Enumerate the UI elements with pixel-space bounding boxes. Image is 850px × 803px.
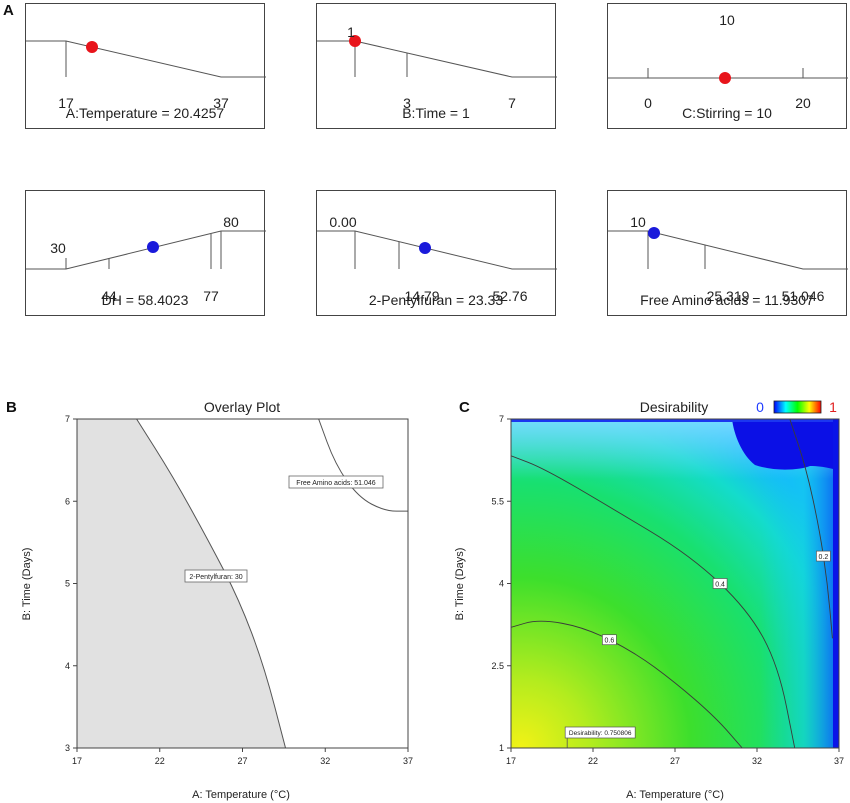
panel-label-c: C <box>459 399 470 416</box>
tick-51-046: 51.046 <box>782 288 825 304</box>
ramp-temperature-graphic: 17 37 <box>26 40 266 111</box>
contour-label-box <box>602 634 617 646</box>
tick-80: 80 <box>223 214 239 230</box>
ramp-time-graphic: 1 3 7 <box>317 24 557 111</box>
ramp-stirring-graphic: 10 0 20 <box>608 12 848 111</box>
desirability-xlabel: A: Temperature (°C) <box>626 789 724 801</box>
overlay-ytick-label: 4 <box>65 661 70 671</box>
colorbar <box>773 400 822 414</box>
overlay-ytick-label: 6 <box>65 496 70 506</box>
ramp-time-point <box>349 35 361 47</box>
boundary-free-amino-acids <box>318 419 408 512</box>
ramp-free-amino-acids-title: Free Amino acids = 11.9307 <box>640 292 814 308</box>
optimum-label-box <box>564 726 636 739</box>
contour-label-box <box>712 578 728 589</box>
tick-77: 77 <box>203 288 219 304</box>
ramp-2-pentylfuran: 0.00 14.79 52.76 2-Pentylfuran = 23.33 <box>316 190 557 316</box>
tick-1: 1 <box>347 24 355 40</box>
overlay-shaded-region <box>77 419 286 748</box>
desirability-xtick-label: 27 <box>670 756 680 766</box>
overlay-ytick-label: 5 <box>65 579 70 589</box>
tick-20: 20 <box>795 95 811 111</box>
desirability-heatmap <box>511 419 839 748</box>
overlay-ytick-label: 3 <box>65 743 70 753</box>
annotation-free-amino-acids: Free Amino acids: 51.046 <box>288 475 384 489</box>
optimum-label: Desirability: 0.750806 <box>569 730 632 737</box>
desirability-ytick-label: 4 <box>499 579 504 589</box>
tick-3: 3 <box>403 95 411 111</box>
ramp-free-amino-acids: 10 25.319 51.046 Free Amino acids = 11.9… <box>607 190 848 316</box>
contour-label-box <box>816 550 831 562</box>
ramp-free-amino-acids-graphic: 10 25.319 51.046 <box>608 214 848 304</box>
ramp-time-title: B:Time = 1 <box>402 105 470 121</box>
boundary-2-pentylfuran <box>136 419 287 748</box>
panel-label-a: A <box>3 2 14 19</box>
colorbar-max-label: 1 <box>829 400 837 415</box>
ramp-stirring-title: C:Stirring = 10 <box>682 105 772 121</box>
overlay-xtick-label: 27 <box>237 756 247 766</box>
overlay-ylabel: B: Time (Days) <box>21 548 33 621</box>
svg-text:Free Amino acids: 51.046: Free Amino acids: 51.046 <box>296 480 375 487</box>
contour-label: 0.2 <box>819 554 829 561</box>
ramp-temperature-title: A:Temperature = 20.4257 <box>65 105 225 121</box>
tick-10: 10 <box>719 12 735 28</box>
svg-text:2-Pentylfuran: 30: 2-Pentylfuran: 30 <box>189 574 242 581</box>
ramp-temperature-point <box>86 41 98 53</box>
desirability-ytick-label: 5.5 <box>491 496 504 506</box>
ramp-stirring-point <box>719 72 731 84</box>
contour-label: 0.4 <box>715 582 725 589</box>
desirability-ytick-label: 2.5 <box>491 661 504 671</box>
tick-0: 0 <box>644 95 652 111</box>
desirability-xtick-label: 17 <box>506 756 516 766</box>
desirability-ytick-label: 7 <box>499 414 504 424</box>
ramp-dh-graphic: 30 80 44 77 <box>26 214 266 304</box>
tick-52-76: 52.76 <box>492 288 527 304</box>
contour-line <box>511 455 796 748</box>
ramp-dh-point <box>147 241 159 253</box>
ramp-dh: 30 80 44 77 DH = 58.4023 <box>25 190 266 316</box>
contour-line <box>789 419 833 639</box>
tick-17: 17 <box>58 95 74 111</box>
overlay-xtick-label: 32 <box>320 756 330 766</box>
ramp-2-pentylfuran-graphic: 0.00 14.79 52.76 <box>317 214 557 304</box>
desirability-xtick-label: 32 <box>752 756 762 766</box>
tick-14-79: 14.79 <box>404 288 439 304</box>
desirability-title: Desirability <box>639 399 709 415</box>
overlay-plot-title: Overlay Plot <box>203 399 281 415</box>
ramp-free-amino-acids-point <box>648 227 660 239</box>
annotation-2-pentylfuran: 2-Pentylfuran: 30 <box>184 569 248 583</box>
overlay-ytick-label: 7 <box>65 414 70 424</box>
ramp-temperature: 17 37 A:Temperature = 20.4257 <box>25 3 266 129</box>
tick-44: 44 <box>101 288 117 304</box>
contour-label: 0.6 <box>605 638 615 645</box>
tick-10-faa: 10 <box>630 214 646 230</box>
ramp-dh-title: DH = 58.4023 <box>101 292 189 308</box>
tick-37: 37 <box>213 95 229 111</box>
colorbar-min-label: 0 <box>756 400 764 415</box>
ramp-stirring: 10 0 20 C:Stirring = 10 <box>607 3 848 129</box>
tick-7: 7 <box>508 95 516 111</box>
tick-30: 30 <box>50 240 66 256</box>
desirability-ytick-label: 1 <box>499 743 504 753</box>
ramp-time: 1 3 7 B:Time = 1 <box>316 3 557 129</box>
panel-label-b: B <box>6 399 17 416</box>
tick-0-00: 0.00 <box>329 214 356 230</box>
desirability-xtick-label: 22 <box>588 756 598 766</box>
overlay-xlabel: A: Temperature (°C) <box>192 789 290 801</box>
desirability-xtick-label: 37 <box>834 756 844 766</box>
overlay-plot: 17 22 27 32 37 3 4 5 6 7 Free Amino acids: 51.046… <box>21 414 413 801</box>
desirability-ylabel: B: Time (Days) <box>454 548 466 621</box>
overlay-xtick-label: 22 <box>155 756 165 766</box>
tick-25-319: 25.319 <box>707 288 750 304</box>
ramp-2-pentylfuran-point <box>419 242 431 254</box>
overlay-xtick-label: 37 <box>403 756 413 766</box>
ramp-2-pentylfuran-title: 2-Pentylfuran = 23.33 <box>368 292 504 308</box>
overlay-xtick-label: 17 <box>72 756 82 766</box>
